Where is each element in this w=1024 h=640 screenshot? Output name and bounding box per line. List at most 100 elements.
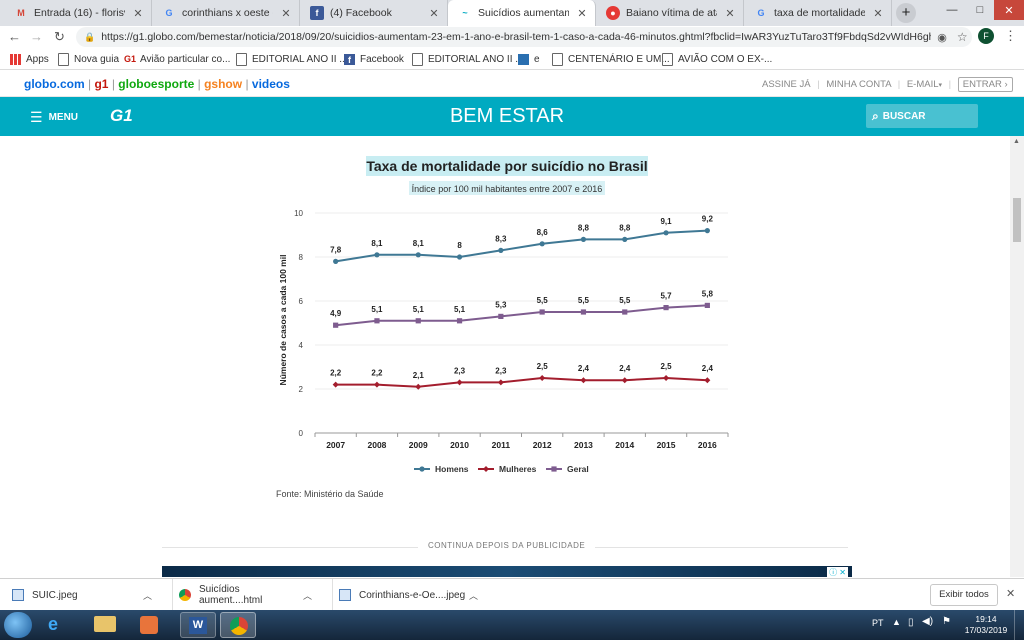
scrollbar-thumb[interactable] — [1013, 198, 1021, 242]
show-desktop-button[interactable] — [1014, 610, 1024, 640]
ad-close-icon[interactable]: ⓘ ✕ — [827, 567, 848, 577]
point-mulheres — [621, 377, 628, 384]
word-taskbar-button[interactable]: W — [180, 612, 216, 638]
bookmark-label: CENTENÁRIO E UM... — [568, 53, 670, 65]
bookmark-nova-guia[interactable]: Nova guia — [58, 51, 119, 67]
chevron-up-icon[interactable]: ︿ — [142, 590, 152, 601]
tab-facebook[interactable]: f (4) Facebook ✕ — [300, 0, 448, 26]
advertisement-banner[interactable]: ⓘ ✕ — [162, 566, 852, 577]
show-all-downloads-button[interactable]: Exibir todos — [930, 584, 998, 606]
close-icon[interactable]: ✕ — [873, 7, 883, 20]
download-item-html[interactable]: Suicídios aument....html ︿ — [172, 579, 322, 611]
menu-dots-icon[interactable]: ⋮ — [1004, 28, 1017, 43]
point-mulheres — [415, 383, 422, 390]
download-item-corinthians[interactable]: Corinthians-e-Oe....jpeg ︿ — [332, 579, 488, 611]
legend-marker-homens — [419, 466, 425, 472]
language-indicator[interactable]: PT — [872, 618, 884, 628]
close-icon[interactable]: ✕ — [429, 7, 439, 20]
bookmark-editorial-1[interactable]: EDITORIAL ANO II ... — [236, 51, 348, 67]
location-icon[interactable]: ◉ — [937, 31, 947, 44]
url-text[interactable]: https://g1.globo.com/bemestar/noticia/20… — [101, 31, 932, 43]
bookmark-aviao-com-o-ex[interactable]: AVIÃO COM O EX-... — [662, 51, 772, 67]
bookmark-e[interactable]: e — [518, 51, 540, 67]
x-tick-label: 2008 — [367, 440, 386, 450]
point-homens — [333, 258, 339, 264]
close-icon[interactable]: ✕ — [1006, 588, 1016, 600]
menu-label: MENU — [48, 112, 79, 123]
link-assine-ja[interactable]: ASSINE JÁ — [762, 79, 811, 90]
entrar-label: ENTRAR — [962, 79, 1002, 90]
close-icon[interactable]: ✕ — [725, 7, 735, 20]
back-arrow-icon[interactable]: ← — [8, 29, 21, 44]
image-file-icon — [339, 589, 351, 601]
bookmark-apps[interactable]: Apps — [10, 51, 49, 67]
tab-google-search[interactable]: G corinthians x oeste - Pesqu ✕ — [152, 0, 300, 26]
data-label-geral: 5,5 — [537, 296, 549, 305]
link-g1[interactable]: g1 — [94, 77, 109, 91]
tab-gmail[interactable]: M Entrada (16) - florisvaldoc ✕ — [4, 0, 152, 26]
minimize-button[interactable]: — — [946, 4, 958, 16]
profile-avatar[interactable]: F — [978, 28, 994, 44]
new-tab-button[interactable]: + — [896, 3, 916, 23]
tab-suicidios-article[interactable]: ~ Suicídios aumentam 2,3% e ✕ — [448, 0, 596, 26]
link-globoesporte[interactable]: globoesporte — [118, 77, 195, 91]
search-label: BUSCAR — [882, 110, 926, 122]
file-explorer-icon[interactable] — [94, 616, 116, 632]
section-header: ☰ MENU G1 BEM ESTAR ⌕ BUSCAR — [0, 97, 1024, 136]
search-button[interactable]: ⌕ BUSCAR — [866, 104, 978, 128]
g1-icon: G1 — [124, 54, 137, 64]
hamburger-icon: ☰ — [30, 109, 43, 125]
tab-baiano-news[interactable]: ● Baiano vítima de ataque em ✕ — [596, 0, 744, 26]
chevron-up-icon[interactable]: ︿ — [468, 590, 478, 601]
tab-google-taxa[interactable]: G taxa de mortalidade por su ✕ — [744, 0, 892, 26]
internet-explorer-icon[interactable]: e — [48, 614, 59, 634]
data-label-geral: 4,9 — [330, 309, 342, 318]
link-gshow[interactable]: gshow — [204, 77, 243, 91]
bookmark-centenario[interactable]: CENTENÁRIO E UM... — [552, 51, 670, 67]
maximize-button[interactable]: □ — [976, 4, 984, 16]
network-icon[interactable]: ▯ — [908, 617, 914, 628]
chevron-up-icon[interactable]: ︿ — [302, 590, 312, 601]
page-icon — [412, 52, 423, 66]
flag-icon[interactable]: ⚑ — [942, 616, 951, 627]
chrome-taskbar-button[interactable] — [220, 612, 256, 638]
reload-icon[interactable]: ↻ — [54, 29, 65, 44]
y-tick-label: 2 — [299, 385, 304, 394]
close-icon[interactable]: ✕ — [133, 7, 143, 20]
point-geral — [622, 309, 628, 315]
search-icon: ⌕ — [872, 108, 879, 123]
start-button[interactable] — [4, 612, 32, 638]
omnibox[interactable]: 🔒 https://g1.globo.com/bemestar/noticia/… — [76, 27, 972, 47]
bookmark-editorial-2[interactable]: EDITORIAL ANO II ... — [412, 51, 524, 67]
section-title[interactable]: BEM ESTAR — [449, 105, 565, 127]
point-mulheres — [580, 377, 587, 384]
volume-icon[interactable]: ◀) — [922, 616, 934, 627]
media-player-icon[interactable] — [140, 616, 158, 634]
link-email[interactable]: E-MAIL — [906, 79, 939, 90]
chart-source: Fonte: Ministério da Saúde — [276, 489, 384, 499]
image-file-icon — [12, 589, 24, 601]
forward-arrow-icon[interactable]: → — [30, 29, 43, 44]
close-icon[interactable]: ✕ — [281, 7, 291, 20]
bookmark-aviao-particular[interactable]: G1 Avião particular co... — [124, 51, 230, 67]
close-window-button[interactable]: ✕ — [994, 0, 1024, 20]
point-geral — [456, 318, 463, 324]
g1-logo[interactable]: G1 — [110, 106, 133, 125]
clock[interactable]: 19:14 17/03/2019 — [962, 614, 1010, 636]
star-icon[interactable]: ☆ — [956, 30, 968, 44]
close-icon[interactable]: ✕ — [577, 7, 587, 20]
data-label-mulheres: 2,3 — [495, 366, 507, 375]
link-globo-com[interactable]: globo.com — [24, 77, 85, 91]
data-label-homens: 8,3 — [495, 234, 507, 243]
entrar-button[interactable]: ENTRAR › — [957, 77, 1013, 92]
tray-arrow-icon[interactable]: ▲ — [892, 617, 901, 627]
menu-button[interactable]: ☰ MENU — [30, 109, 78, 126]
download-item-suic[interactable]: SUIC.jpeg ︿ — [12, 579, 162, 611]
data-label-homens: 8,1 — [371, 239, 383, 248]
link-minha-conta[interactable]: MINHA CONTA — [826, 79, 892, 90]
page-scrollbar[interactable]: ▲ — [1010, 136, 1024, 577]
download-label: SUIC.jpeg — [32, 589, 78, 601]
bookmark-facebook[interactable]: f Facebook — [344, 51, 404, 67]
scroll-up-arrow-icon[interactable]: ▲ — [1013, 138, 1020, 145]
link-videos[interactable]: videos — [251, 77, 290, 91]
